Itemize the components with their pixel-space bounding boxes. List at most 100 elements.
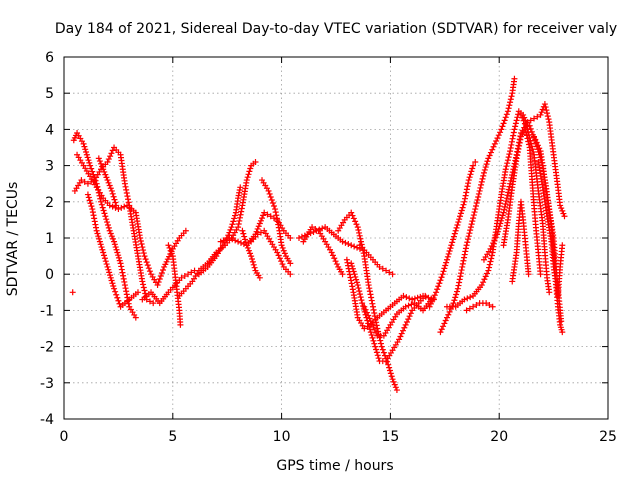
data-point xyxy=(232,237,239,244)
data-point xyxy=(281,250,288,257)
data-point xyxy=(356,288,363,295)
data-point xyxy=(110,193,117,200)
data-point xyxy=(242,236,249,243)
data-point xyxy=(353,279,360,286)
data-point xyxy=(275,252,282,259)
data-point xyxy=(369,334,376,341)
data-point xyxy=(388,373,395,380)
data-point xyxy=(339,238,346,245)
data-point xyxy=(490,240,497,247)
data-point xyxy=(469,165,476,172)
data-point xyxy=(411,295,418,302)
data-point xyxy=(498,217,505,224)
data-point xyxy=(454,221,461,228)
data-point xyxy=(237,211,244,218)
data-point xyxy=(464,183,471,190)
data-point xyxy=(104,263,111,270)
data-point xyxy=(223,236,230,243)
data-point xyxy=(105,179,112,186)
data-point xyxy=(239,227,246,234)
data-point xyxy=(496,223,503,230)
data-point xyxy=(506,151,513,158)
data-point xyxy=(371,326,378,333)
data-point xyxy=(365,282,372,289)
data-point xyxy=(177,321,184,328)
data-point xyxy=(408,301,415,308)
data-point xyxy=(328,249,335,256)
data-point xyxy=(69,289,76,296)
data-point xyxy=(100,249,107,256)
data-point xyxy=(84,180,91,187)
data-point xyxy=(403,294,410,301)
data-point xyxy=(122,183,129,190)
data-point xyxy=(373,322,380,329)
data-point xyxy=(463,307,470,314)
data-point xyxy=(220,237,227,244)
data-point xyxy=(446,308,453,315)
data-point xyxy=(249,258,256,265)
data-point xyxy=(274,249,281,256)
data-point xyxy=(453,288,460,295)
data-point xyxy=(440,323,447,330)
y-tick-label: -1 xyxy=(40,303,54,319)
data-point xyxy=(511,75,518,82)
data-point xyxy=(80,140,87,147)
data-point xyxy=(437,329,444,336)
data-point xyxy=(467,224,474,231)
data-point xyxy=(165,242,172,249)
data-point xyxy=(484,270,491,277)
data-point xyxy=(489,146,496,153)
data-point xyxy=(452,227,459,234)
data-point xyxy=(464,239,471,246)
data-point xyxy=(515,111,522,118)
data-point xyxy=(466,174,473,181)
data-point xyxy=(370,337,377,344)
data-point xyxy=(354,224,361,231)
data-point xyxy=(95,233,102,240)
data-point xyxy=(132,314,139,321)
data-point xyxy=(520,117,527,124)
data-point xyxy=(101,210,108,217)
data-point xyxy=(526,122,533,129)
data-point xyxy=(188,269,195,276)
data-point xyxy=(98,244,105,251)
data-point xyxy=(350,215,357,222)
data-point xyxy=(278,242,285,249)
data-point xyxy=(236,214,243,221)
data-point xyxy=(238,205,245,212)
data-point xyxy=(95,155,102,162)
data-point xyxy=(106,202,113,209)
data-point xyxy=(267,193,274,200)
data-point xyxy=(490,143,497,150)
data-point xyxy=(558,318,565,325)
data-point xyxy=(108,150,115,157)
data-point xyxy=(435,283,442,290)
data-point xyxy=(425,294,432,301)
data-point xyxy=(273,212,280,219)
data-point xyxy=(125,199,132,206)
data-point xyxy=(351,243,358,250)
data-point xyxy=(462,245,469,252)
data-point xyxy=(502,200,509,207)
data-point xyxy=(373,346,380,353)
data-point xyxy=(524,126,531,133)
data-point xyxy=(357,235,364,242)
data-point xyxy=(507,96,514,103)
data-point xyxy=(139,278,146,285)
data-point xyxy=(118,204,125,211)
data-point xyxy=(504,160,511,167)
data-point xyxy=(486,264,493,271)
data-point xyxy=(100,207,107,214)
data-point xyxy=(457,210,464,217)
data-point xyxy=(441,320,448,327)
data-point xyxy=(81,143,88,150)
data-point xyxy=(111,238,118,245)
data-point xyxy=(143,259,150,266)
data-point xyxy=(99,163,106,170)
data-point xyxy=(287,235,294,241)
data-point xyxy=(478,282,485,289)
data-point xyxy=(376,263,383,270)
data-point xyxy=(106,182,113,189)
data-point xyxy=(115,206,122,213)
data-point xyxy=(105,266,112,273)
